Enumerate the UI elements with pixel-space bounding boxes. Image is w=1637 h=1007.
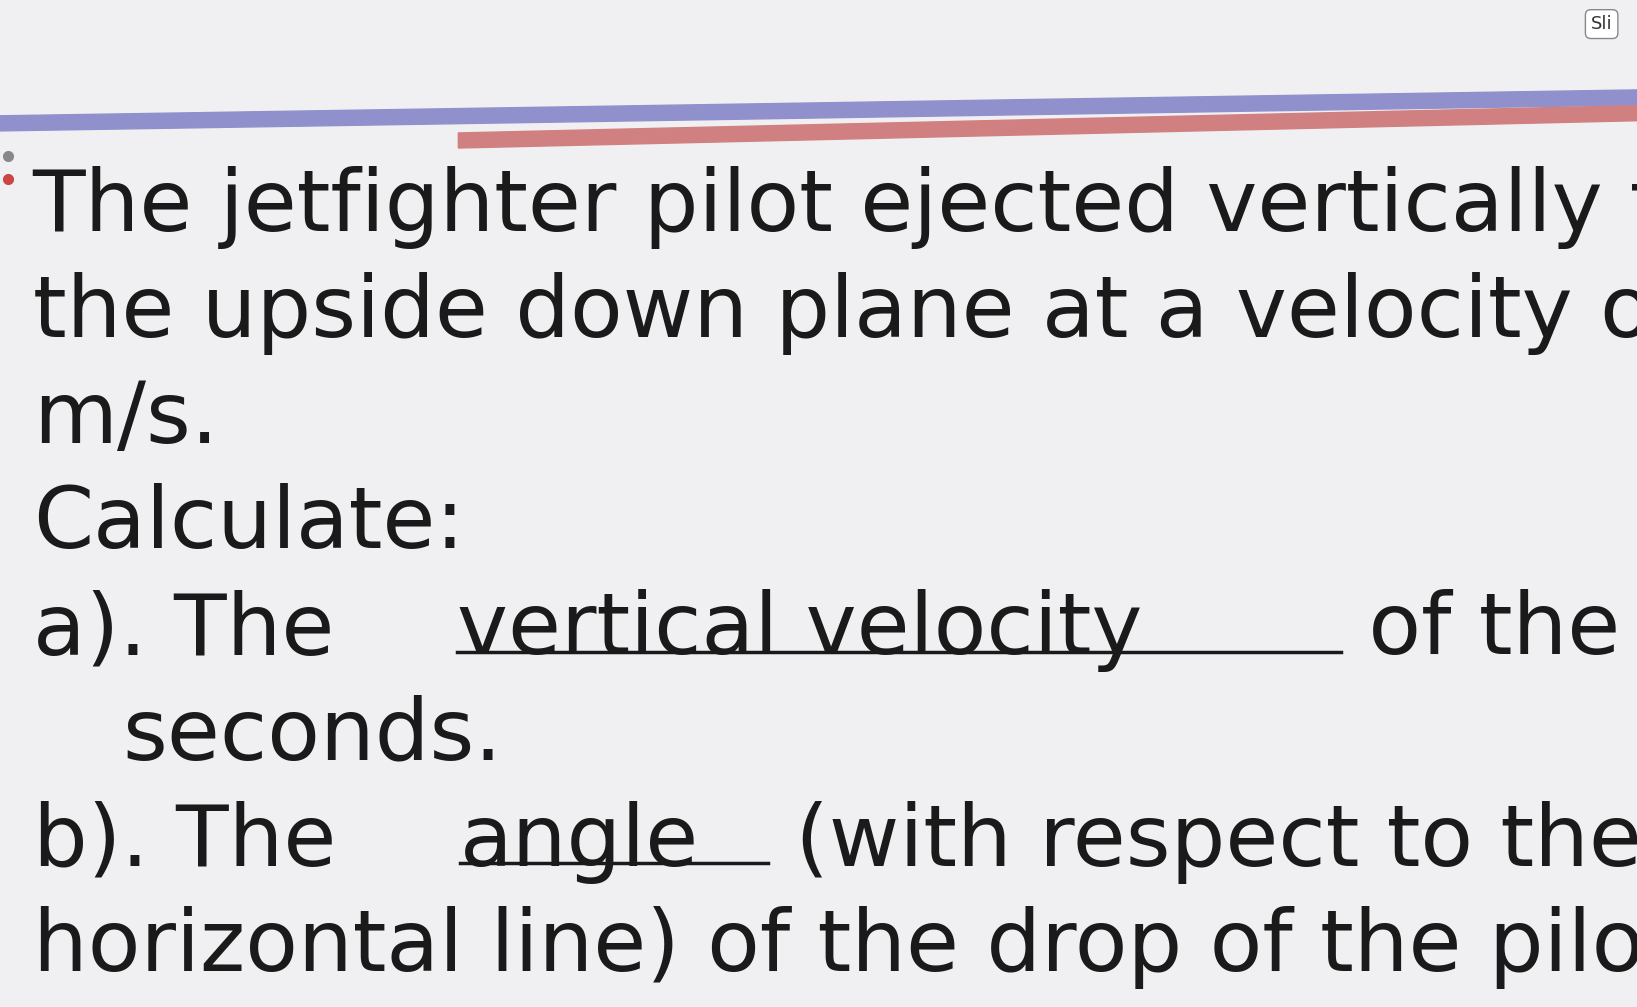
Polygon shape: [458, 104, 1637, 148]
Text: m/s.: m/s.: [33, 378, 218, 460]
Text: b). The: b). The: [33, 801, 363, 883]
Text: Calculate:: Calculate:: [33, 483, 465, 566]
Text: vertical velocity: vertical velocity: [457, 589, 1143, 672]
Text: angle: angle: [460, 801, 699, 883]
Text: of the pilot after 4: of the pilot after 4: [1341, 589, 1637, 672]
Text: the upside down plane at a velocity of 25: the upside down plane at a velocity of 2…: [33, 272, 1637, 354]
Text: seconds.: seconds.: [123, 695, 503, 777]
Text: The jetfighter pilot ejected vertically from: The jetfighter pilot ejected vertically …: [33, 166, 1637, 249]
Polygon shape: [0, 89, 1637, 131]
Text: horizontal line) of the drop of the pilot   if: horizontal line) of the drop of the pilo…: [33, 906, 1637, 989]
Text: (with respect to the: (with respect to the: [768, 801, 1637, 883]
Text: Sli: Sli: [1591, 15, 1612, 33]
Text: a). The: a). The: [33, 589, 362, 672]
